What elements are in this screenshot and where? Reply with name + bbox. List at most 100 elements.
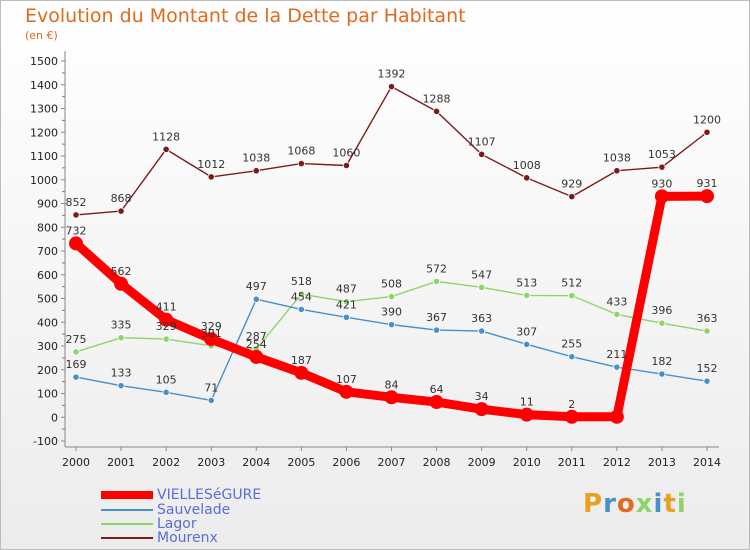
data-point-1 (654, 189, 669, 204)
data-point-2 (342, 313, 351, 321)
data-label-1: 329 (201, 320, 222, 333)
logo-letter: x (635, 489, 654, 519)
y-tick-label: 100 (37, 388, 58, 401)
data-label-3: 396 (651, 304, 672, 317)
data-point-2 (72, 373, 80, 381)
data-label-2: 497 (246, 280, 267, 293)
data-point-4 (387, 83, 396, 91)
data-label-4: 1053 (648, 148, 676, 161)
data-label-1: 34 (475, 390, 489, 403)
data-label-3: 547 (471, 268, 492, 281)
data-label-4: 852 (66, 196, 87, 209)
data-point-1 (384, 390, 399, 405)
proxiti-logo: Proxiti (583, 489, 687, 519)
data-point-3 (297, 290, 305, 298)
x-tick-label: 2004 (242, 456, 270, 469)
data-point-2 (658, 370, 666, 378)
y-tick-label: 700 (37, 245, 58, 258)
x-tick-label: 2006 (332, 456, 360, 469)
y-tick-label: 1300 (30, 103, 58, 116)
y-tick-label: 1100 (30, 150, 58, 163)
data-point-4 (72, 211, 80, 219)
data-label-3: 329 (156, 320, 177, 333)
data-label-2: 71 (204, 381, 218, 394)
data-label-1: 64 (430, 383, 444, 396)
data-point-2 (523, 340, 531, 348)
data-point-3 (478, 283, 486, 291)
data-label-3: 301 (201, 327, 222, 340)
logo-letter: o (616, 489, 636, 519)
data-label-4: 1068 (287, 145, 315, 158)
logo-letter: P (583, 489, 604, 519)
y-tick-label: -100 (33, 435, 58, 448)
data-label-1: 931 (697, 177, 718, 190)
data-label-1: 562 (111, 265, 132, 278)
logo-letter: i (653, 489, 664, 519)
data-label-1: 11 (520, 396, 534, 409)
x-tick-label: 2008 (423, 456, 451, 469)
x-tick-label: 2012 (603, 456, 631, 469)
y-tick-label: 1400 (30, 79, 58, 92)
data-label-4: 1012 (197, 158, 225, 171)
data-point-4 (703, 128, 711, 136)
data-point-3 (72, 348, 80, 356)
data-label-4: 929 (561, 178, 582, 191)
x-tick-label: 2007 (378, 456, 406, 469)
data-point-2 (478, 327, 486, 335)
data-label-3: 433 (606, 295, 627, 308)
data-label-4: 1038 (603, 152, 631, 165)
data-point-4 (342, 161, 351, 170)
data-point-2 (432, 326, 441, 334)
x-tick-label: 2002 (152, 456, 180, 469)
data-label-1: 930 (651, 177, 672, 190)
data-label-2: 182 (651, 355, 672, 368)
data-point-2 (117, 382, 125, 390)
data-label-3: 487 (336, 283, 357, 296)
data-point-1 (429, 395, 444, 410)
data-label-2: 363 (471, 312, 492, 325)
data-point-1 (114, 276, 129, 291)
data-label-2: 169 (66, 358, 87, 371)
data-point-4 (478, 150, 486, 158)
data-point-1 (204, 332, 219, 347)
data-label-4: 1392 (378, 68, 406, 81)
data-label-2: 307 (516, 325, 537, 338)
data-point-3 (432, 277, 441, 285)
data-label-4: 1060 (332, 147, 360, 160)
chart-subtitle: (en €) (25, 29, 58, 42)
data-point-1 (159, 312, 174, 327)
data-point-1 (249, 349, 264, 364)
x-tick-label: 2010 (513, 456, 541, 469)
data-label-1: 254 (246, 338, 267, 351)
data-label-3: 572 (426, 262, 447, 275)
y-tick-label: 500 (37, 293, 58, 306)
data-label-4: 1128 (152, 130, 180, 143)
data-label-2: 152 (697, 362, 718, 375)
data-point-4 (523, 174, 531, 182)
data-label-3: 513 (516, 276, 537, 289)
x-tick-label: 2009 (468, 456, 496, 469)
data-point-3 (568, 292, 576, 300)
data-point-3 (387, 292, 396, 301)
data-label-4: 1288 (423, 92, 451, 105)
data-point-2 (613, 363, 621, 371)
data-point-3 (613, 310, 621, 319)
data-point-2 (297, 305, 305, 314)
data-point-4 (568, 193, 576, 201)
data-label-4: 1008 (513, 159, 541, 172)
data-point-3 (703, 327, 711, 335)
legend-swatch-2 (101, 509, 153, 511)
data-point-2 (162, 388, 170, 396)
data-label-2: 255 (561, 338, 582, 351)
x-tick-label: 2013 (648, 456, 676, 469)
logo-letter: i (676, 489, 687, 519)
data-label-3: 287 (246, 330, 267, 343)
data-point-4 (252, 167, 260, 175)
data-label-1: 187 (291, 354, 312, 367)
legend-label-4: Mourenx (157, 530, 218, 546)
data-label-1: 411 (156, 301, 177, 314)
data-label-4: 1038 (242, 152, 270, 165)
data-point-2 (387, 321, 396, 329)
data-point-3 (162, 335, 170, 343)
